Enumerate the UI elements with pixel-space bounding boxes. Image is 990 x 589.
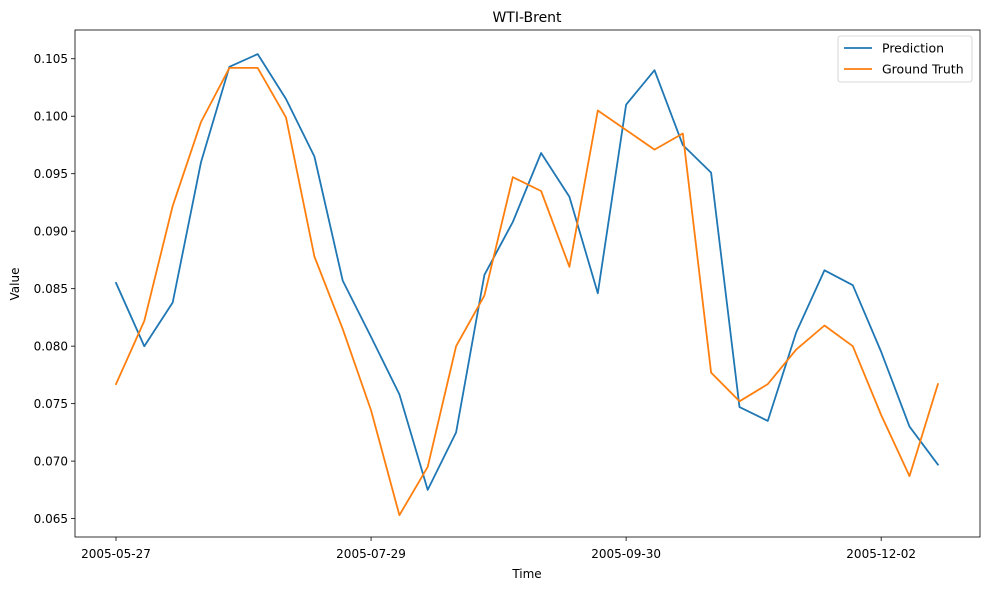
legend-label: Ground Truth xyxy=(882,62,964,77)
y-tick-label: 0.085 xyxy=(34,282,68,296)
plot-background xyxy=(75,30,980,537)
plot-frame xyxy=(74,29,981,538)
y-tick-label: 0.095 xyxy=(34,167,68,181)
x-axis-label: Time xyxy=(511,567,541,581)
series-line-ground-truth xyxy=(114,67,940,517)
y-tick-label: 0.075 xyxy=(34,397,68,411)
y-tick-label: 0.090 xyxy=(34,225,68,239)
chart-title: WTI-Brent xyxy=(492,10,562,26)
x-tick-label: 2005-05-27 xyxy=(81,547,151,561)
legend-label: Prediction xyxy=(882,41,944,56)
y-axis: 0.065 0.070 0.075 0.080 0.085 0.090 0.095 0.100… xyxy=(34,52,75,526)
x-tick-label: 2005-07-29 xyxy=(336,547,406,561)
plot-area: 2005-05-27 2005-07-29 2005-09-30 2005-12-02… xyxy=(34,29,981,561)
y-tick-label: 0.070 xyxy=(34,455,68,469)
y-axis-label: Value xyxy=(8,268,22,301)
x-tick-label: 2005-09-30 xyxy=(591,547,661,561)
y-tick-label: 0.065 xyxy=(34,512,68,526)
x-tick-label: 2005-12-02 xyxy=(846,547,916,561)
series-layer xyxy=(114,53,940,517)
y-tick-label: 0.105 xyxy=(34,52,68,66)
x-axis: 2005-05-27 2005-07-29 2005-09-30 2005-12-02 xyxy=(81,537,916,561)
series-line-prediction xyxy=(114,53,940,491)
y-tick-label: 0.100 xyxy=(34,110,68,124)
y-tick-label: 0.080 xyxy=(34,340,68,354)
legend: Prediction Ground Truth xyxy=(837,35,973,83)
